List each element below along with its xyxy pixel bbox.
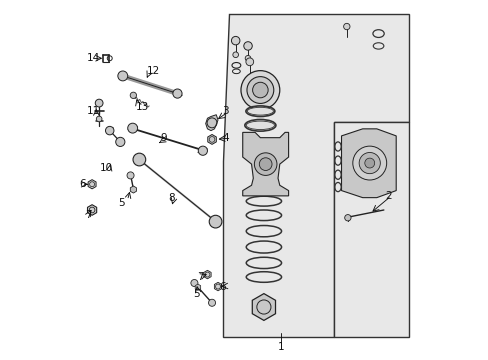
Text: 3: 3 <box>222 106 229 116</box>
Text: 5: 5 <box>119 198 125 208</box>
Circle shape <box>246 77 273 103</box>
Text: 2: 2 <box>384 191 391 201</box>
Circle shape <box>358 153 380 174</box>
Polygon shape <box>205 115 218 131</box>
Polygon shape <box>203 270 211 279</box>
Text: 4: 4 <box>222 133 229 143</box>
Text: 11: 11 <box>86 106 100 116</box>
Polygon shape <box>130 186 136 193</box>
Circle shape <box>105 126 114 135</box>
Circle shape <box>254 153 276 175</box>
Text: 12: 12 <box>146 66 160 76</box>
Circle shape <box>118 71 127 81</box>
Circle shape <box>244 55 250 61</box>
Text: 6: 6 <box>219 282 225 292</box>
Circle shape <box>96 116 102 122</box>
Circle shape <box>241 71 279 109</box>
Text: 1: 1 <box>278 342 284 351</box>
Circle shape <box>133 153 145 166</box>
Ellipse shape <box>247 107 273 115</box>
Text: 7: 7 <box>85 210 91 220</box>
Circle shape <box>130 92 136 99</box>
Circle shape <box>259 158 271 171</box>
Circle shape <box>252 82 267 98</box>
Circle shape <box>245 58 253 66</box>
Circle shape <box>232 52 238 58</box>
Circle shape <box>209 215 222 228</box>
Circle shape <box>95 99 103 107</box>
Polygon shape <box>87 205 97 215</box>
Text: 8: 8 <box>168 193 175 203</box>
Circle shape <box>343 23 349 30</box>
Polygon shape <box>195 284 200 291</box>
Circle shape <box>198 146 207 155</box>
Text: 6: 6 <box>79 179 86 189</box>
Polygon shape <box>207 135 216 144</box>
Circle shape <box>344 215 350 221</box>
Circle shape <box>352 146 386 180</box>
Text: 7: 7 <box>197 272 203 282</box>
Circle shape <box>231 36 240 45</box>
Circle shape <box>190 279 198 287</box>
Circle shape <box>116 137 124 147</box>
Bar <box>334 122 407 337</box>
Polygon shape <box>214 282 221 291</box>
Circle shape <box>364 158 374 168</box>
Circle shape <box>127 123 137 133</box>
Text: 14: 14 <box>86 53 100 63</box>
Polygon shape <box>223 14 407 337</box>
Polygon shape <box>242 132 288 196</box>
Circle shape <box>173 89 182 98</box>
Text: 13: 13 <box>136 102 149 112</box>
Ellipse shape <box>246 121 274 130</box>
Text: 5: 5 <box>192 289 199 298</box>
Polygon shape <box>341 129 395 198</box>
Text: 10: 10 <box>100 163 113 173</box>
Circle shape <box>208 299 215 306</box>
Polygon shape <box>88 180 96 189</box>
Circle shape <box>127 172 134 179</box>
Circle shape <box>244 42 252 50</box>
Polygon shape <box>252 294 275 320</box>
Text: 9: 9 <box>160 133 167 143</box>
